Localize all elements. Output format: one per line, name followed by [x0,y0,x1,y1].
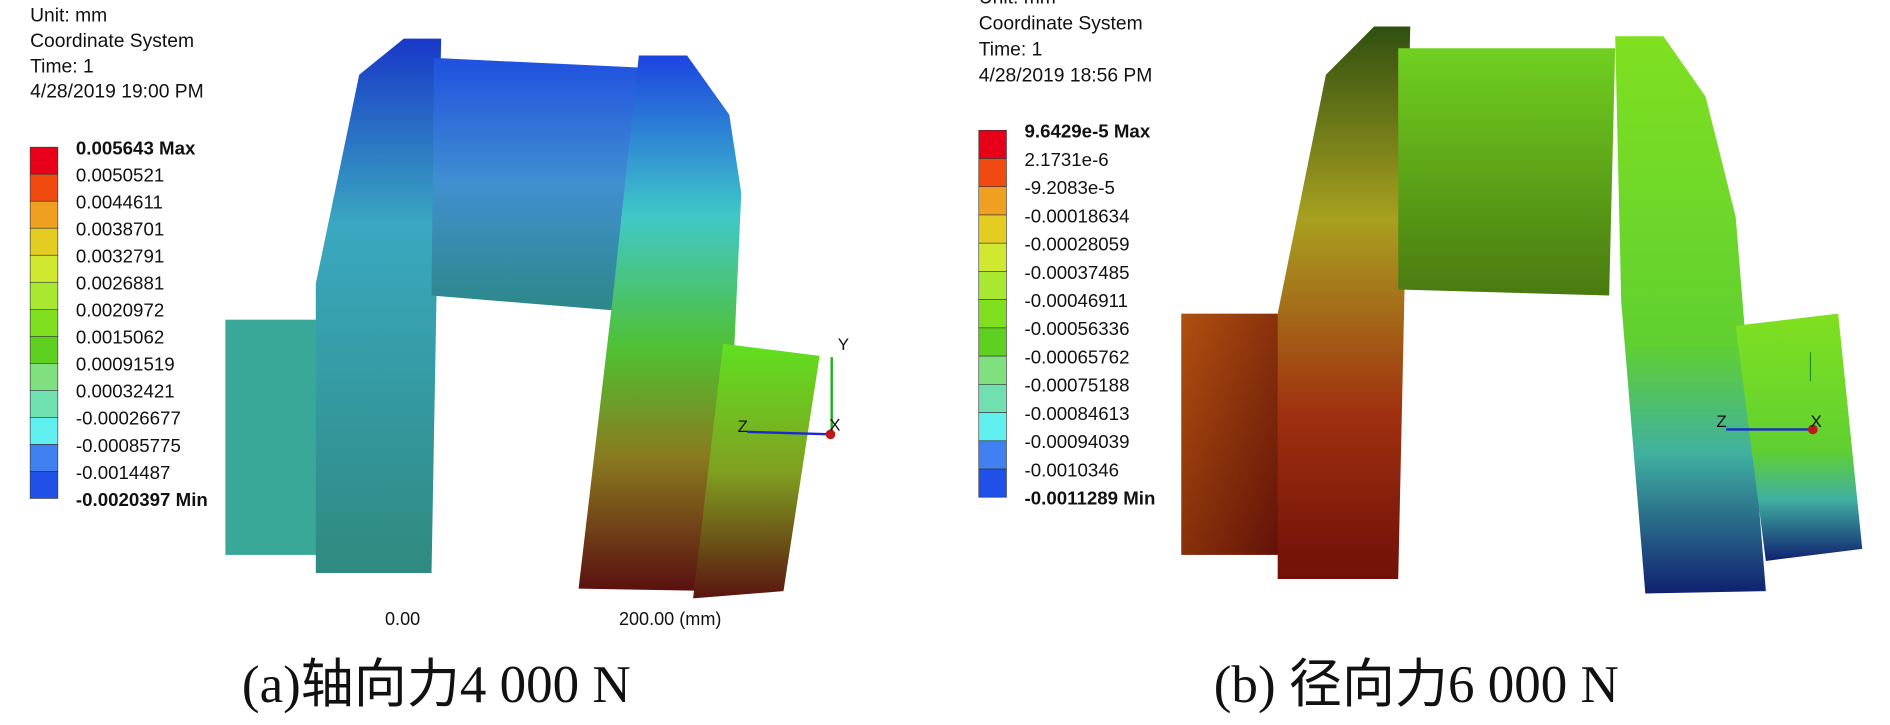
legend-swatch [978,299,1007,329]
legend-swatch [29,173,59,202]
axis-triad-b [1726,352,1818,435]
legend-label: 9.6429e-5 Max [1025,121,1151,142]
legend-swatch [978,327,1007,357]
legend-label: 0.00032421 [76,381,175,402]
legend-swatch [29,227,59,256]
scale-label: 200.00 (mm) [619,609,721,629]
legend-swatch [29,200,59,229]
legend-swatch [978,186,1007,216]
header-line: Time: 1 [979,39,1043,60]
legend-swatch [978,468,1007,498]
legend-swatch [978,440,1007,470]
legend-swatch [29,390,59,418]
header-line: 4/28/2019 19:00 PM [30,82,204,103]
header-line: Unit: mm [979,0,1056,9]
legend-label: -0.0014487 [76,462,171,483]
legend-label: -0.00085775 [76,435,181,456]
crankshaft-model-b [1181,26,1863,594]
legend-swatch [29,146,59,175]
legend-swatch [29,363,59,391]
header-line: Coordinate System [30,31,194,52]
axis-label: Z [738,417,748,436]
legend-swatch [978,129,1007,159]
legend-label: 0.005643 Max [76,138,196,159]
legend-label: 0.0032791 [76,246,164,267]
header-line: Time: 1 [30,56,94,77]
legend-label: 0.00091519 [76,354,175,375]
legend-label: 0.0020972 [76,300,164,321]
legend-label: -9.2083e-5 [1025,177,1115,198]
legend-swatch [29,444,59,472]
legend-swatch [29,336,59,364]
legend-label: -0.0011289 Min [1025,488,1156,509]
caption: (b) 径向力6 000 N [1214,656,1619,714]
legend-swatch [29,471,59,499]
header-line: Coordinate System [979,14,1143,35]
legend-label: -0.00018634 [1025,205,1130,226]
legend-swatch [29,308,59,337]
legend-swatch [978,242,1007,272]
legend-label: 2.1731e-6 [1025,149,1109,170]
legend-label: -0.00026677 [76,408,181,429]
legend-label: 0.0038701 [76,219,164,240]
legend-swatch [978,271,1007,300]
legend-label: 0.0050521 [76,165,164,186]
legend-label: -0.00094039 [1025,431,1130,452]
axis-label: X [829,416,840,435]
legend-swatch [29,254,59,283]
legend-label: -0.00084613 [1025,403,1130,424]
crankshaft-model-a [225,38,820,599]
legend-swatch [978,355,1007,385]
legend-swatch [978,158,1007,188]
caption: (a)轴向力4 000 N [242,656,631,714]
legend-swatch [29,417,59,445]
legend-label: 0.0044611 [76,192,163,213]
header-line: 4/28/2019 18:56 PM [979,65,1153,86]
scale-label: 0.00 [385,609,420,629]
header-line: Unit: mm [30,6,107,27]
legend-label: -0.0010346 [1025,459,1120,480]
axis-label: Y [838,335,849,354]
legend-label: 0.0026881 [76,273,164,294]
axis-label: X [1810,412,1821,431]
legend-label: 0.0015062 [76,327,164,348]
legend-swatch [978,412,1007,442]
legend-label: -0.00065762 [1025,346,1130,367]
legend-swatch [29,281,59,310]
legend-label: -0.00028059 [1025,234,1130,255]
legend-label: -0.0020397 Min [76,489,208,510]
axis-label: Z [1716,412,1726,431]
legend-swatch [978,384,1007,413]
legend-label: -0.00037485 [1025,262,1130,283]
legend-swatch [978,214,1007,244]
legend-label: -0.00046911 [1025,290,1129,311]
axis-triad-a [747,357,836,440]
legend-label: -0.00056336 [1025,318,1130,339]
legend-label: -0.00075188 [1025,375,1130,396]
